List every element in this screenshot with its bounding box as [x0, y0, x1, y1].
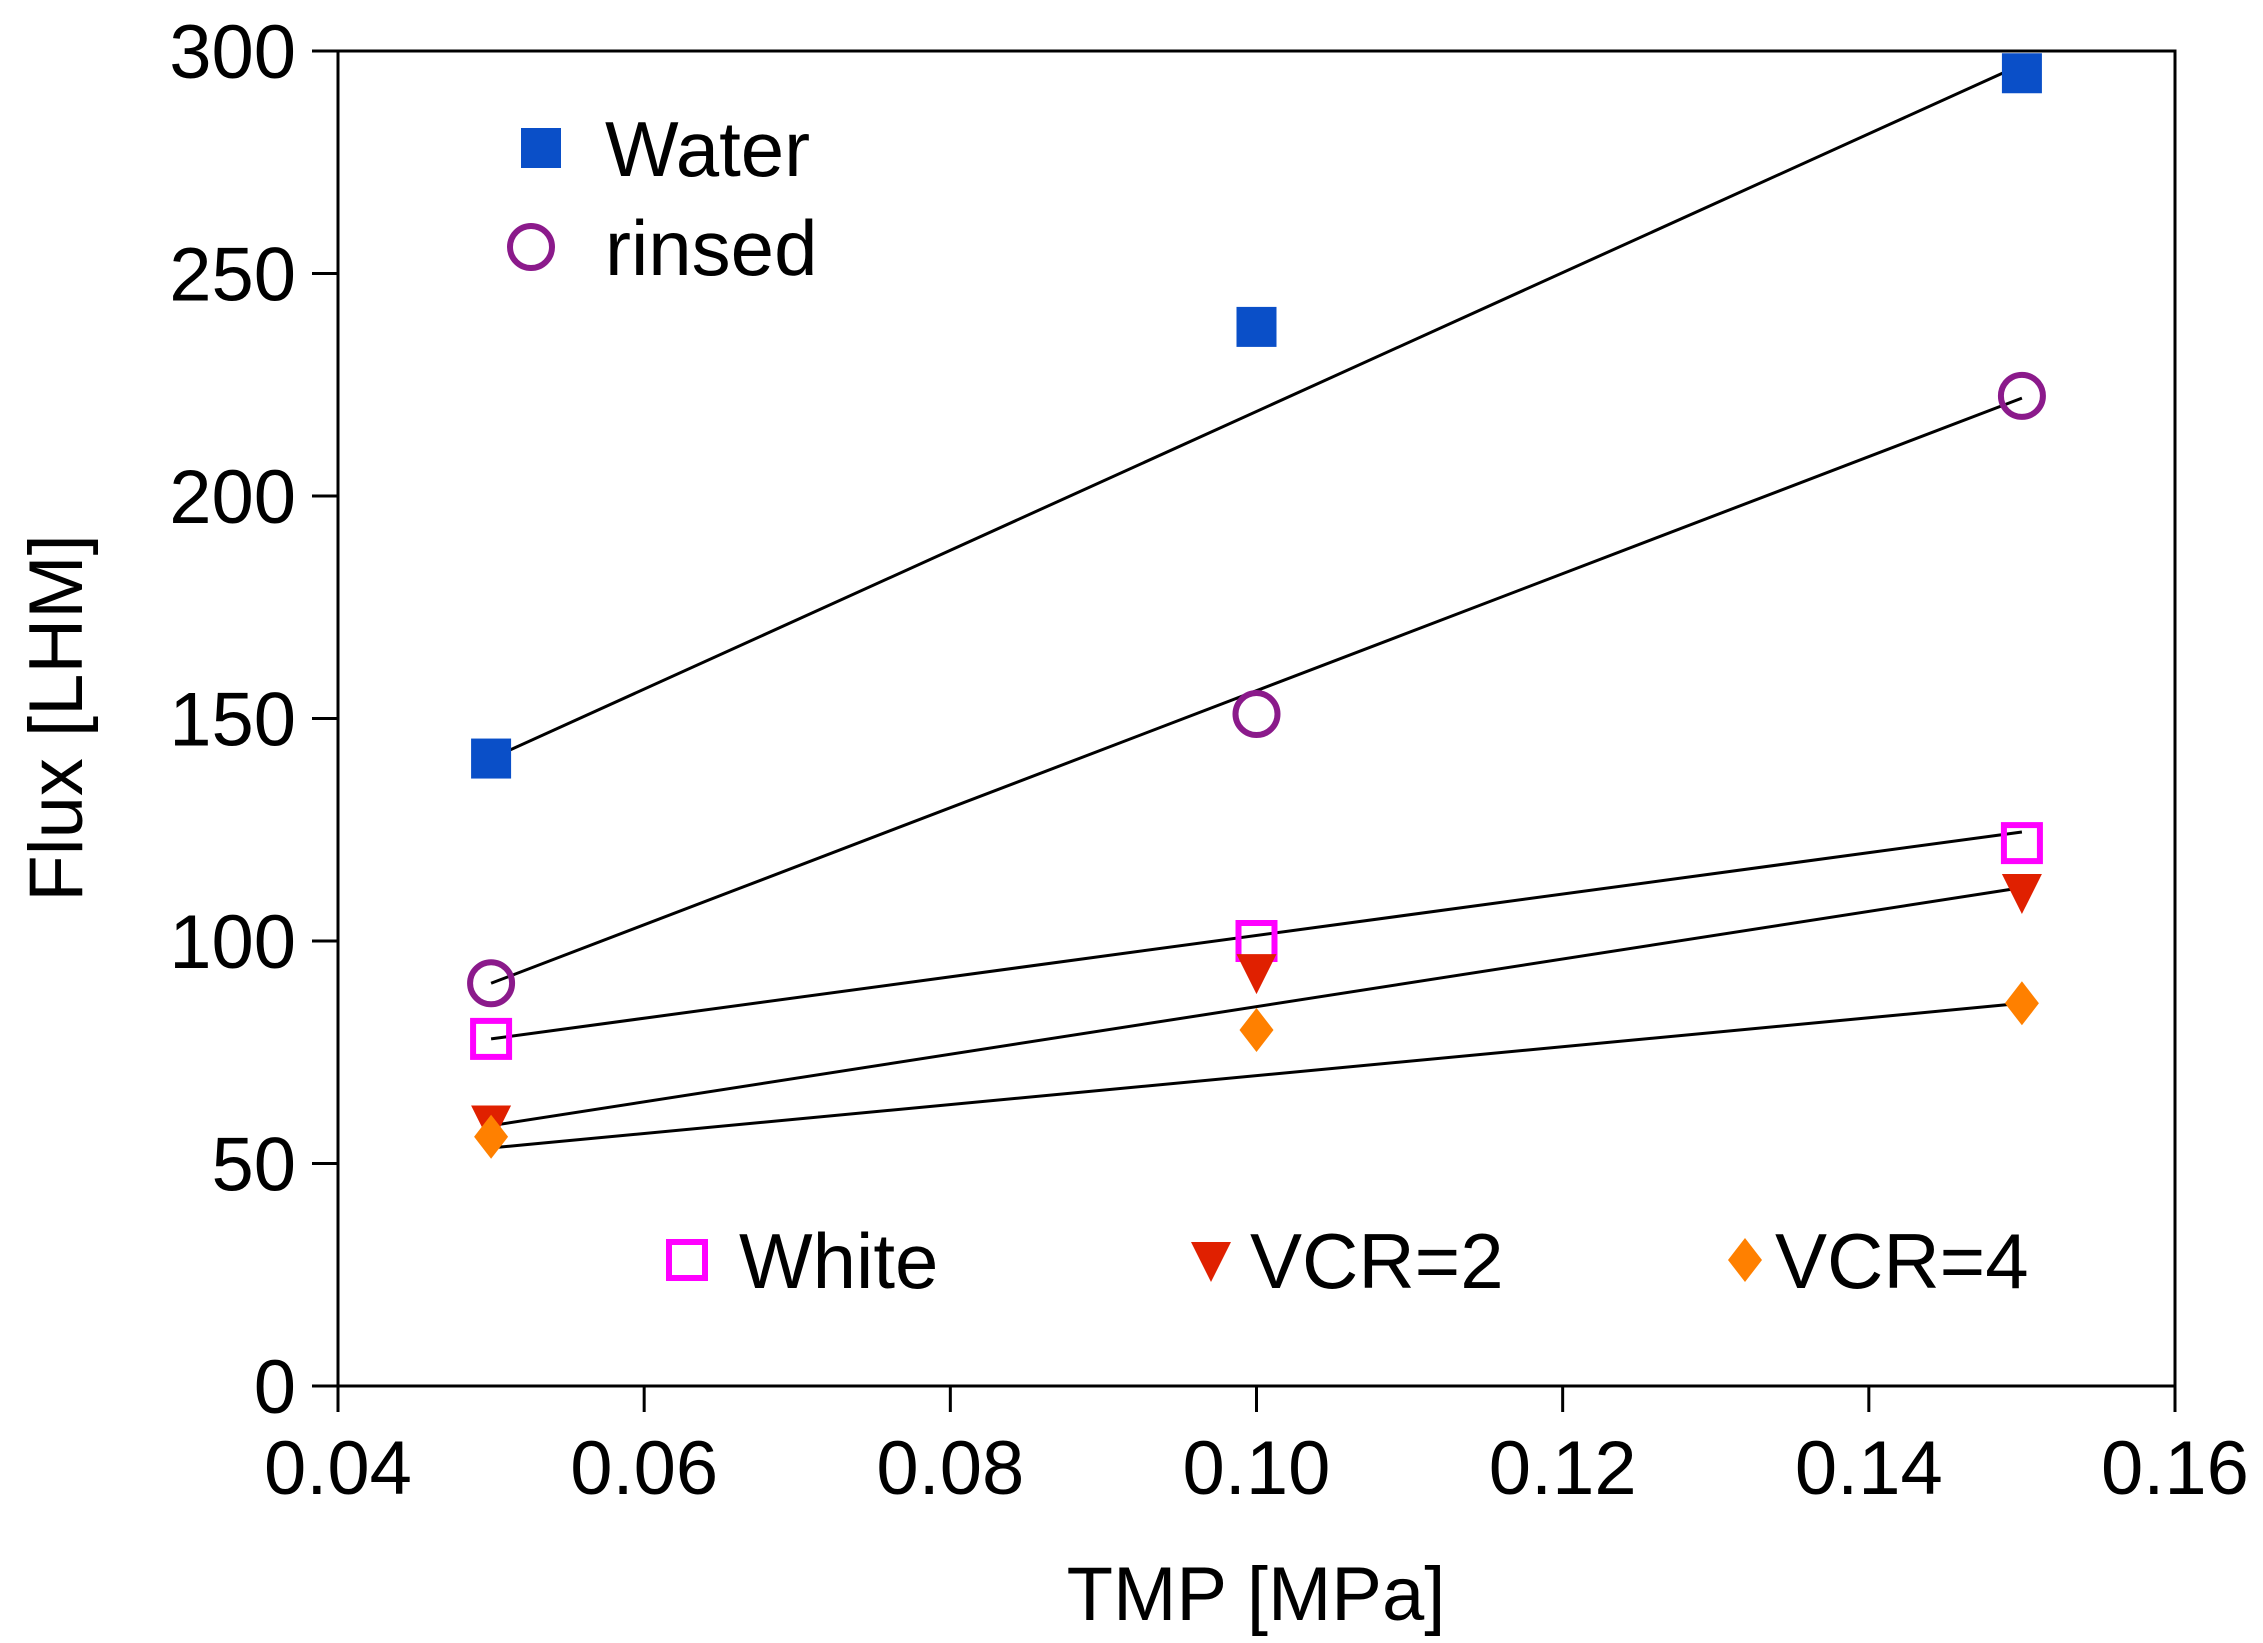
x-tick-label: 0.04: [264, 1426, 412, 1511]
fit-line-vcr-2: [490, 886, 2023, 1128]
data-point-water: [471, 738, 512, 779]
data-point-rinsed: [1997, 371, 2046, 420]
data-point-water: [2001, 53, 2042, 94]
data-point-vcr-4: [1239, 1008, 1274, 1052]
data-point-rinsed: [1232, 690, 1281, 739]
data-point-white: [470, 1017, 513, 1060]
y-tick-label: 0: [254, 1345, 296, 1430]
x-tick-label: 0.06: [570, 1426, 718, 1511]
legend: Water rinsed White VCR=2 VCR=4: [507, 105, 2029, 1305]
legend-marker-vcr-2: [1191, 1242, 1231, 1282]
y-tick-label: 100: [169, 900, 296, 985]
fit-lines: [490, 62, 2023, 1150]
y-tick-label: 150: [169, 678, 296, 763]
legend-marker-rinsed: [507, 223, 555, 271]
x-axis: 0.04 0.06 0.08 0.10 0.12 0.14 0.16: [264, 1386, 2249, 1511]
data-markers: [467, 53, 2046, 1159]
legend-label-rinsed: rinsed: [605, 204, 817, 292]
data-point-rinsed: [467, 959, 516, 1008]
fit-line-water: [490, 62, 2023, 760]
data-point-water: [1236, 306, 1277, 347]
y-tick-label: 250: [169, 233, 296, 318]
legend-label-water: Water: [605, 105, 810, 193]
legend-marker-water: [521, 128, 561, 168]
x-tick-label: 0.16: [2101, 1426, 2249, 1511]
x-tick-label: 0.10: [1183, 1426, 1331, 1511]
x-axis-title: TMP [MPa]: [1067, 1552, 1446, 1637]
fit-line-vcr-4: [490, 1001, 2023, 1150]
data-point-vcr-4: [2004, 981, 2039, 1026]
y-tick-label: 300: [169, 10, 296, 95]
y-tick-label: 200: [169, 455, 296, 540]
legend-label-vcr-4: VCR=4: [1775, 1217, 2029, 1305]
data-point-white: [2000, 822, 2043, 865]
data-point-white: [1235, 920, 1278, 962]
data-point-vcr-2: [2001, 874, 2042, 915]
legend-marker-vcr-4: [1728, 1238, 1762, 1282]
x-tick-label: 0.12: [1489, 1426, 1637, 1511]
y-axis-title: Flux [LHM]: [14, 534, 99, 901]
legend-marker-white: [666, 1239, 708, 1281]
data-point-vcr-2: [1236, 954, 1277, 995]
legend-label-white: White: [739, 1217, 938, 1305]
fit-line-white: [490, 830, 2023, 1041]
y-tick-label: 50: [211, 1123, 296, 1208]
x-tick-label: 0.14: [1795, 1426, 1943, 1511]
data-point-vcr-4: [474, 1114, 509, 1159]
x-tick-label: 0.08: [876, 1426, 1024, 1511]
legend-label-vcr-2: VCR=2: [1250, 1217, 1504, 1305]
y-axis: 0 50 100 150 200 250 300: [169, 10, 338, 1430]
